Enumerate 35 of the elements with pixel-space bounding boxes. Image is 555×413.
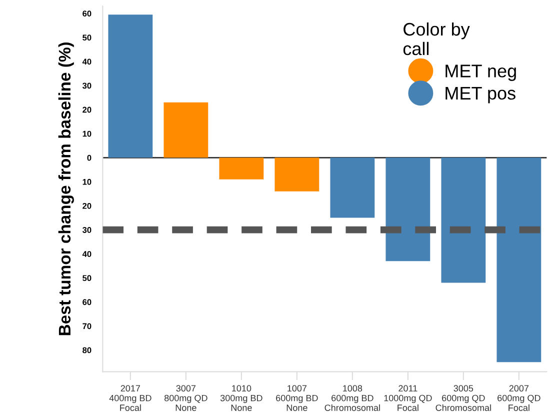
- bar: [441, 158, 486, 283]
- y-tick-label: 60: [82, 10, 92, 17]
- x-tick-label: 1010 300mg BD None: [220, 385, 262, 411]
- y-tick-label: 50: [82, 275, 92, 282]
- y-tick-label: 30: [82, 82, 92, 89]
- x-tick-label: 3007 800mg QD None: [164, 385, 208, 411]
- bar: [496, 158, 542, 362]
- bar: [386, 158, 430, 262]
- y-tick-label: 0: [87, 154, 92, 161]
- x-tick-label: 3005 600mg QD Chromosomal: [436, 385, 491, 411]
- legend-title: Color by call: [403, 22, 470, 56]
- y-tick-label: 30: [82, 227, 92, 233]
- x-tick-label: 1008 600mg BD Chromosomal: [324, 385, 380, 411]
- y-tick-label: 60: [82, 299, 92, 306]
- x-tick-label: 2011 1000mg QD Focal: [384, 385, 432, 411]
- legend-label: MET neg: [446, 64, 516, 81]
- bar: [219, 158, 264, 180]
- y-tick-label: 50: [82, 34, 92, 41]
- x-tick-label: 2017 400mg BD Focal: [109, 385, 152, 411]
- bar: [108, 14, 153, 158]
- y-tick-label: 20: [82, 202, 92, 209]
- y-tick-label: 40: [82, 251, 92, 257]
- bar: [330, 158, 375, 218]
- y-tick-label: 20: [82, 106, 92, 113]
- legend-label: MET pos: [446, 87, 516, 104]
- bar: [274, 158, 320, 192]
- x-tick-label: 1007 600mg BD None: [276, 385, 318, 411]
- y-tick-label: 10: [82, 130, 92, 137]
- y-axis-title: Best tumor change from baseline (%): [58, 42, 74, 336]
- y-tick-label: 70: [82, 323, 92, 330]
- y-tick-label: 10: [82, 178, 92, 185]
- y-tick-label: 80: [82, 347, 92, 354]
- bar: [164, 102, 208, 158]
- x-tick-label: 2007 600mg QD Focal: [498, 385, 540, 411]
- y-tick-label: 40: [82, 58, 92, 65]
